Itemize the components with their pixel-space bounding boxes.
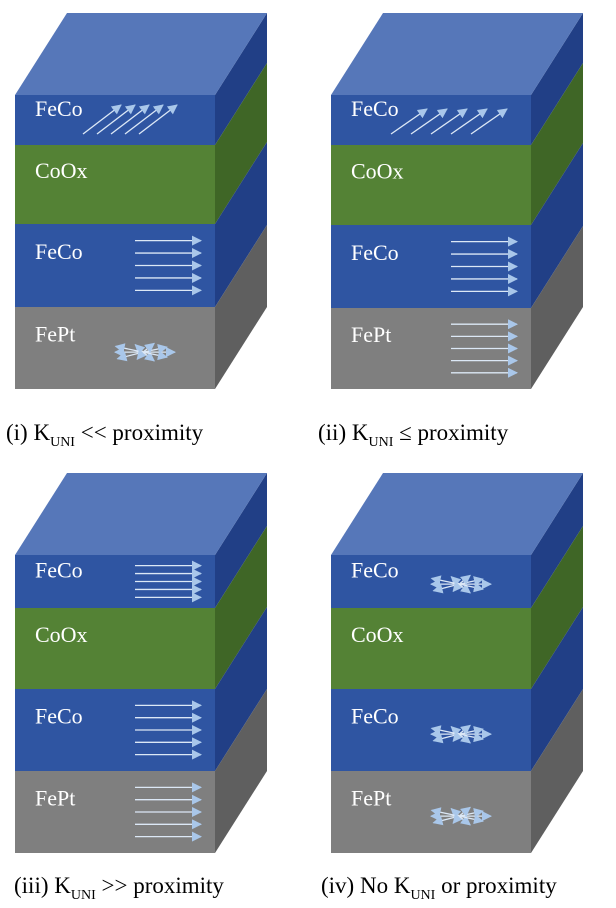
random-moment-arrow [452,731,463,743]
magnetization-arrow [470,108,508,135]
layer-side-face [531,607,583,771]
caption-prefix: (iii) K [14,873,71,898]
layer-fept [15,307,215,389]
layer-side-face [215,607,267,771]
caption-subscript: UNI [50,435,75,450]
panel-ii: FeCo CoOx FeCo FePt (ii) KUNI ≤ proximity [318,13,583,450]
stack-top-face [331,13,583,95]
layer-side-face [531,63,583,225]
panel-caption: (ii) KUNI ≤ proximity [318,420,509,450]
layer-label: CoOx [351,159,404,184]
layer-fept [331,771,531,853]
magnetization-arrow [96,104,136,135]
caption-suffix: or proximity [435,873,557,898]
stack-top-face [15,13,267,95]
panel-caption: (i) KUNI << proximity [6,420,204,450]
caption-subscript: UNI [410,888,435,903]
layer-coox [15,145,215,224]
panel-caption: (iii) KUNI >> proximity [14,873,224,903]
layer-coox [15,608,215,689]
layer-label: FeCo [351,703,399,728]
layer-side-face [215,63,267,224]
layer-label: FePt [35,321,75,346]
random-moment-arrow [458,733,471,744]
layer-label: FeCo [351,240,399,265]
layer-side-face [215,526,267,689]
random-moment-arrow [136,349,147,361]
random-moment-arrow [458,583,471,594]
layer-label: FePt [35,785,75,810]
layer-label: FeCo [35,96,83,121]
caption-prefix: (ii) K [318,420,369,445]
caption-prefix: (iv) No K [321,873,411,898]
panel-i: FeCo CoOx FeCo FePt (i) KUNI << proximity [6,13,267,450]
layer-label: FeCo [351,96,399,121]
random-moment-arrow [458,815,471,826]
caption-subscript: UNI [368,435,393,450]
caption-suffix: ≤ proximity [393,420,508,445]
layer-label: FeCo [351,557,399,582]
random-moment-arrow [458,582,484,593]
layer-side-face [531,689,583,853]
layer-side-face [531,226,583,389]
layer-side-face [531,473,583,608]
layer-label: CoOx [35,622,88,647]
panel-caption: (iv) No KUNI or proximity [321,873,557,903]
layer-side-face [531,526,583,689]
panel-iv: FeCo CoOx FeCo FePt (iv) No KUNI or proximit… [321,473,583,903]
random-moment-arrow [458,814,484,825]
layer-label: CoOx [35,158,88,183]
caption-suffix: << proximity [75,420,204,445]
layer-label: CoOx [351,622,404,647]
layer-label: FeCo [35,557,83,582]
stack-top-face [331,473,583,555]
layer-side-face [531,13,583,145]
layer-coox [331,145,531,225]
layer-side-face [215,473,267,608]
panel-iii: FeCo CoOx FeCo FePt (iii) KUNI >> proximity [14,473,267,903]
random-moment-arrow [458,732,484,743]
layer-coox [331,608,531,689]
random-moment-arrow [452,581,463,593]
magnetization-arrow [450,108,488,135]
magnetization-arrow [82,104,122,135]
caption-prefix: (i) K [6,420,50,445]
magnetization-arrow [124,104,164,135]
layer-side-face [215,689,267,853]
stack-top-face [15,473,267,555]
layer-side-face [215,13,267,145]
layer-side-face [215,225,267,389]
magnetization-arrow [110,104,150,135]
caption-suffix: >> proximity [96,873,225,898]
magnetization-arrow [430,108,468,135]
layer-side-face [215,142,267,307]
random-moment-arrow [452,813,463,825]
magnetization-arrow [390,108,428,135]
layer-label: FePt [351,322,391,347]
layer-label: FeCo [35,703,83,728]
layer-feco [331,689,531,771]
random-moment-arrow [142,351,155,362]
layer-label: FePt [351,785,391,810]
magnetization-arrow [138,104,178,135]
magnetization-arrow [410,108,448,135]
layer-label: FeCo [35,239,83,264]
caption-subscript: UNI [71,888,96,903]
layer-side-face [531,143,583,308]
random-moment-arrow [142,350,168,361]
